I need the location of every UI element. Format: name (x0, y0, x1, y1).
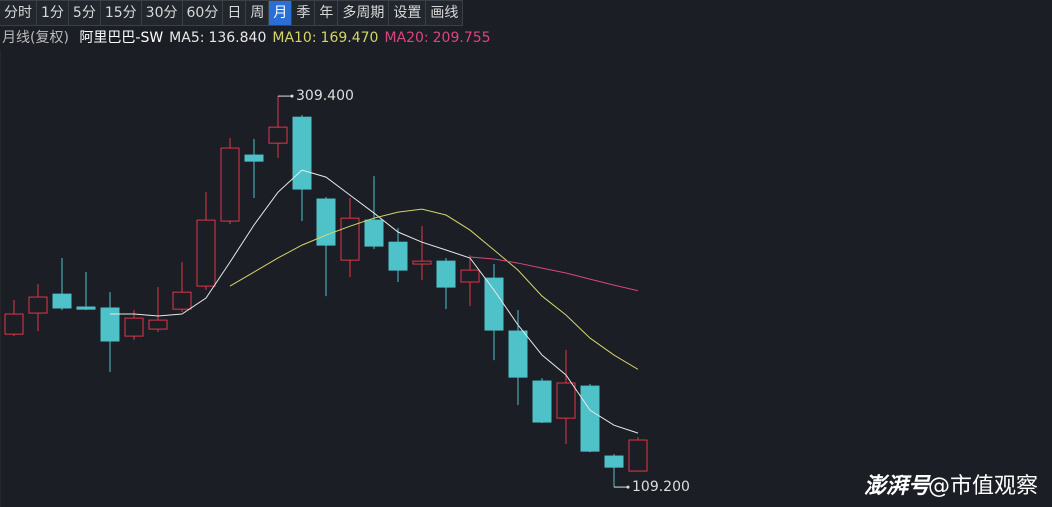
ma-line (110, 169, 639, 434)
candle-body (532, 380, 552, 423)
candle-body (76, 306, 96, 310)
toolbar-button[interactable]: 60分 (182, 0, 224, 26)
candle-body (268, 126, 288, 144)
candle-body (100, 307, 120, 342)
toolbar-button[interactable]: 周 (246, 0, 270, 26)
legend-value: 136.840 (208, 30, 267, 46)
candle-body (628, 439, 648, 472)
candle-body (580, 385, 600, 452)
legend-entry: MA10: 169.470 (272, 30, 378, 46)
candle-body (412, 260, 432, 265)
period: 月线(复权) (2, 30, 69, 46)
annotation-dot (626, 485, 630, 489)
candle-body (364, 219, 384, 247)
candle-body (292, 116, 312, 190)
candle-body (556, 382, 576, 419)
toolbar-button[interactable]: 5分 (68, 0, 101, 26)
candle-body (484, 277, 504, 331)
legend-value: 169.470 (320, 30, 379, 46)
legend-entry: MA20: 209.755 (384, 30, 490, 46)
watermark-account: @市值观察 (928, 474, 1038, 499)
candle-body (172, 291, 192, 310)
toolbar-button[interactable]: 年 (315, 0, 339, 26)
annotation-label: 109.200 (632, 479, 690, 495)
toolbar-button[interactable]: 30分 (141, 0, 183, 26)
candle-body (28, 296, 48, 314)
annotation-label: 309.400 (296, 88, 354, 104)
candle-body (508, 330, 528, 378)
annotation-dot (290, 94, 294, 98)
legend-entry: MA5: 136.840 (169, 30, 266, 46)
watermark-brand: 澎湃号 (864, 474, 932, 499)
legend-name: MA5: (169, 30, 205, 46)
toolbar-button[interactable]: 15分 (100, 0, 142, 26)
legend-name: MA10: (272, 30, 317, 46)
candle-body (436, 260, 456, 288)
ma-line (229, 208, 639, 370)
candle-body (52, 293, 72, 309)
candle-body (4, 313, 24, 335)
candle-body (148, 319, 168, 330)
candle-body (196, 219, 216, 287)
candle-body (124, 317, 144, 337)
toolbar: 分时 1分 5分 15分 30分 60分日周月季年多周期 设置 画线 (0, 0, 464, 26)
legend: MA5: 136.840 MA10: 169.470 MA20: 209.755 (163, 30, 490, 46)
toolbar-button[interactable]: 季 (292, 0, 316, 26)
toolbar-button[interactable]: 多周期 (338, 0, 390, 26)
toolbar-button[interactable]: 日 (223, 0, 247, 26)
candle-body (340, 217, 360, 261)
candle-body (220, 147, 240, 222)
candle-body (244, 154, 264, 162)
toolbar-button[interactable]: 设置 (389, 0, 427, 26)
ma-line (469, 256, 639, 292)
stock-name: 阿里巴巴-SW (79, 30, 164, 46)
candle-body (604, 455, 624, 468)
toolbar-button[interactable]: 画线 (426, 0, 464, 26)
toolbar-button[interactable]: 1分 (37, 0, 69, 26)
toolbar-button[interactable]: 月 (269, 0, 293, 26)
legend-value: 209.755 (432, 30, 491, 46)
legend-name: MA20: (384, 30, 429, 46)
candle-body (460, 269, 480, 283)
header: 月线(复权) 阿里巴巴-SW MA5: 136.840 MA10: 169.470 MA2… (2, 28, 491, 48)
toolbar-button[interactable]: 分时 (0, 0, 37, 26)
candle-body (388, 241, 408, 271)
